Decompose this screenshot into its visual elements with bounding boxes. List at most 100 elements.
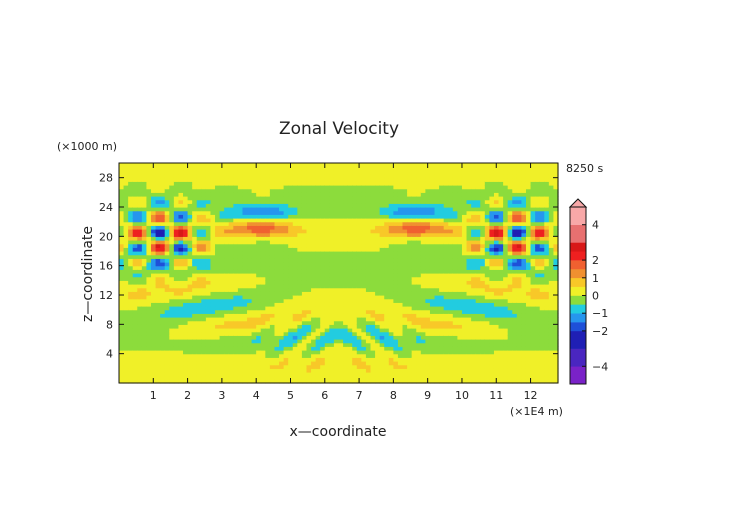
heatmap-cell	[260, 309, 266, 314]
heatmap-cell	[439, 291, 445, 296]
heatmap-cell	[429, 313, 436, 318]
heatmap-cell	[397, 379, 404, 384]
heatmap-cell	[439, 287, 445, 292]
heatmap-cell	[493, 166, 500, 171]
heatmap-cell	[251, 265, 257, 270]
heatmap-cell	[183, 350, 189, 355]
heatmap-cell	[155, 170, 161, 175]
heatmap-cell	[160, 210, 166, 215]
heatmap-cell	[457, 163, 463, 168]
heatmap-cell	[219, 243, 225, 248]
heatmap-cell	[219, 185, 225, 190]
heatmap-cell	[393, 218, 399, 223]
heatmap-cell	[338, 375, 344, 380]
heatmap-cell	[251, 287, 257, 292]
heatmap-cell	[123, 232, 129, 237]
heatmap-cell	[178, 302, 184, 307]
heatmap-cell	[393, 221, 399, 226]
heatmap-cell	[402, 350, 408, 355]
heatmap-cell	[379, 192, 385, 197]
heatmap-cell	[187, 320, 193, 325]
heatmap-cell	[274, 262, 280, 267]
heatmap-cell	[219, 317, 225, 322]
heatmap-cell	[256, 302, 262, 307]
heatmap-cell	[429, 309, 436, 314]
heatmap-cell	[219, 188, 225, 193]
heatmap-cell	[160, 203, 166, 208]
heatmap-cell	[132, 210, 138, 215]
heatmap-cell	[247, 254, 253, 259]
heatmap-cell	[329, 163, 335, 168]
heatmap-cell	[343, 346, 349, 351]
heatmap-cell	[233, 247, 239, 252]
heatmap-cell	[393, 251, 399, 256]
heatmap-cell	[155, 240, 161, 245]
heatmap-cell	[141, 313, 148, 318]
heatmap-cell	[388, 207, 394, 212]
heatmap-cell	[329, 313, 335, 318]
heatmap-cell	[228, 177, 234, 182]
heatmap-cell	[384, 280, 390, 285]
heatmap-cell	[228, 203, 234, 208]
heatmap-cell	[224, 196, 230, 201]
heatmap-cell	[370, 298, 376, 303]
heatmap-cell	[219, 210, 225, 215]
heatmap-cell	[471, 350, 477, 355]
heatmap-cell	[279, 243, 285, 248]
heatmap-cell	[196, 372, 202, 377]
heatmap-cell	[192, 240, 198, 245]
heatmap-cell	[352, 313, 358, 318]
heatmap-cell	[402, 207, 408, 212]
heatmap-cell	[301, 185, 308, 190]
heatmap-cell	[457, 368, 463, 373]
heatmap-cell	[311, 203, 317, 208]
heatmap-cell	[137, 361, 143, 366]
heatmap-cell	[471, 284, 477, 289]
heatmap-cell	[420, 313, 426, 318]
heatmap-field	[119, 163, 559, 384]
heatmap-cell	[173, 221, 180, 226]
heatmap-cell	[274, 214, 280, 219]
heatmap-cell	[498, 361, 504, 366]
heatmap-cell	[256, 258, 262, 263]
heatmap-cell	[274, 320, 280, 325]
heatmap-cell	[375, 166, 381, 171]
heatmap-cell	[242, 328, 248, 333]
heatmap-cell	[361, 199, 367, 204]
heatmap-cell	[233, 324, 239, 329]
heatmap-cell	[251, 188, 257, 193]
heatmap-cell	[137, 185, 143, 190]
heatmap-cell	[452, 313, 458, 318]
heatmap-cell	[237, 188, 244, 193]
heatmap-cell	[151, 181, 157, 186]
heatmap-cell	[164, 225, 170, 230]
heatmap-cell	[178, 280, 184, 285]
heatmap-cell	[228, 313, 234, 318]
heatmap-cell	[192, 372, 198, 377]
heatmap-cell	[429, 225, 436, 230]
heatmap-cell	[489, 199, 495, 204]
heatmap-cell	[237, 320, 244, 325]
heatmap-cell	[242, 199, 248, 204]
heatmap-cell	[187, 306, 193, 311]
heatmap-cell	[128, 243, 134, 248]
heatmap-cell	[393, 372, 399, 377]
heatmap-cell	[448, 284, 454, 289]
heatmap-cell	[132, 372, 138, 377]
heatmap-cell	[489, 320, 495, 325]
heatmap-cell	[443, 375, 449, 380]
heatmap-cell	[196, 379, 202, 384]
heatmap-cell	[183, 243, 189, 248]
heatmap-cell	[297, 291, 303, 296]
heatmap-cell	[256, 221, 262, 226]
heatmap-cell	[160, 287, 166, 292]
heatmap-cell	[370, 350, 376, 355]
heatmap-cell	[224, 291, 230, 296]
heatmap-cell	[480, 273, 486, 278]
heatmap-cell	[265, 196, 271, 201]
heatmap-cell	[311, 192, 317, 197]
heatmap-cell	[123, 291, 129, 296]
heatmap-cell	[324, 251, 330, 256]
heatmap-cell	[247, 192, 253, 197]
heatmap-cell	[461, 229, 468, 234]
